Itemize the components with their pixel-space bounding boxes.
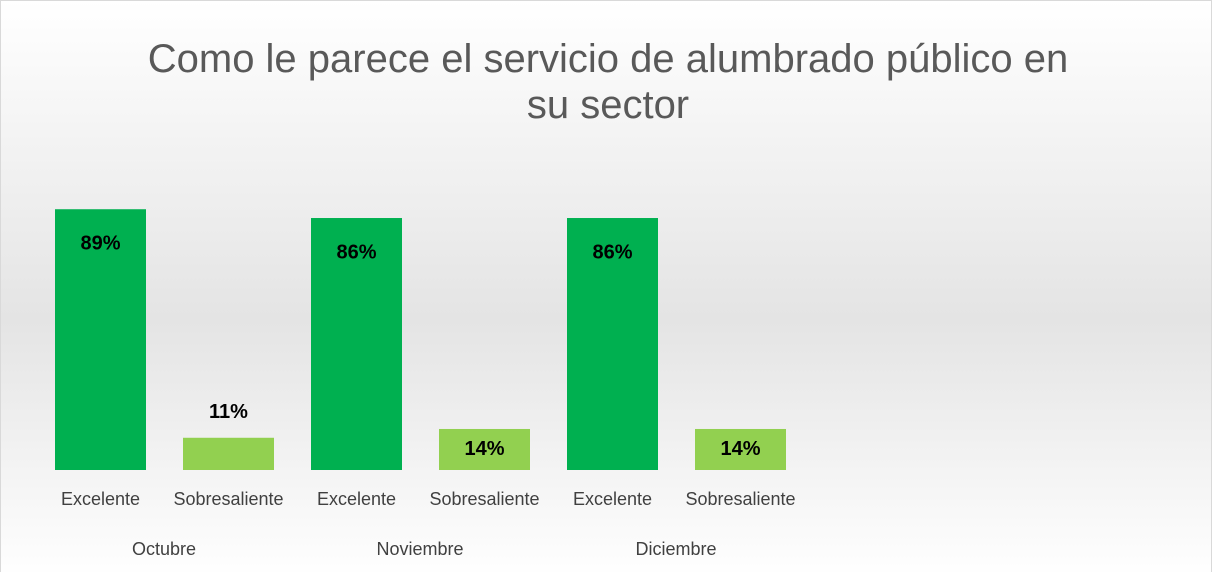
x-tick-label: Excelente	[573, 489, 652, 509]
chart-title: Como le parece el servicio de alumbrado …	[147, 37, 1069, 127]
x-tick-label: Sobresaliente	[685, 489, 795, 509]
x-tick-label: Sobresaliente	[429, 489, 539, 509]
group-label: Octubre	[132, 539, 196, 559]
value-label: 11%	[209, 401, 248, 423]
value-label: 89%	[80, 233, 120, 255]
bar	[55, 209, 146, 471]
bar	[567, 218, 658, 470]
group-label: Noviembre	[376, 539, 463, 559]
value-label: 86%	[336, 241, 376, 263]
bar	[183, 437, 274, 470]
value-label: 14%	[464, 438, 504, 460]
value-label: 14%	[720, 438, 760, 460]
value-label: 86%	[592, 241, 632, 263]
bar	[695, 428, 786, 470]
x-tick-label: Excelente	[61, 489, 140, 509]
bar	[439, 428, 530, 470]
group-label: Diciembre	[635, 539, 716, 559]
x-tick-label: Sobresaliente	[173, 489, 283, 509]
x-tick-label: Excelente	[317, 489, 396, 509]
bar	[311, 218, 402, 470]
